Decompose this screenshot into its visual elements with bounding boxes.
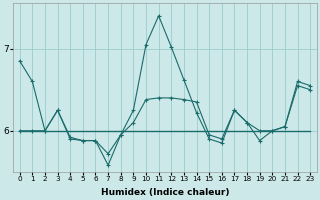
X-axis label: Humidex (Indice chaleur): Humidex (Indice chaleur)	[101, 188, 229, 197]
